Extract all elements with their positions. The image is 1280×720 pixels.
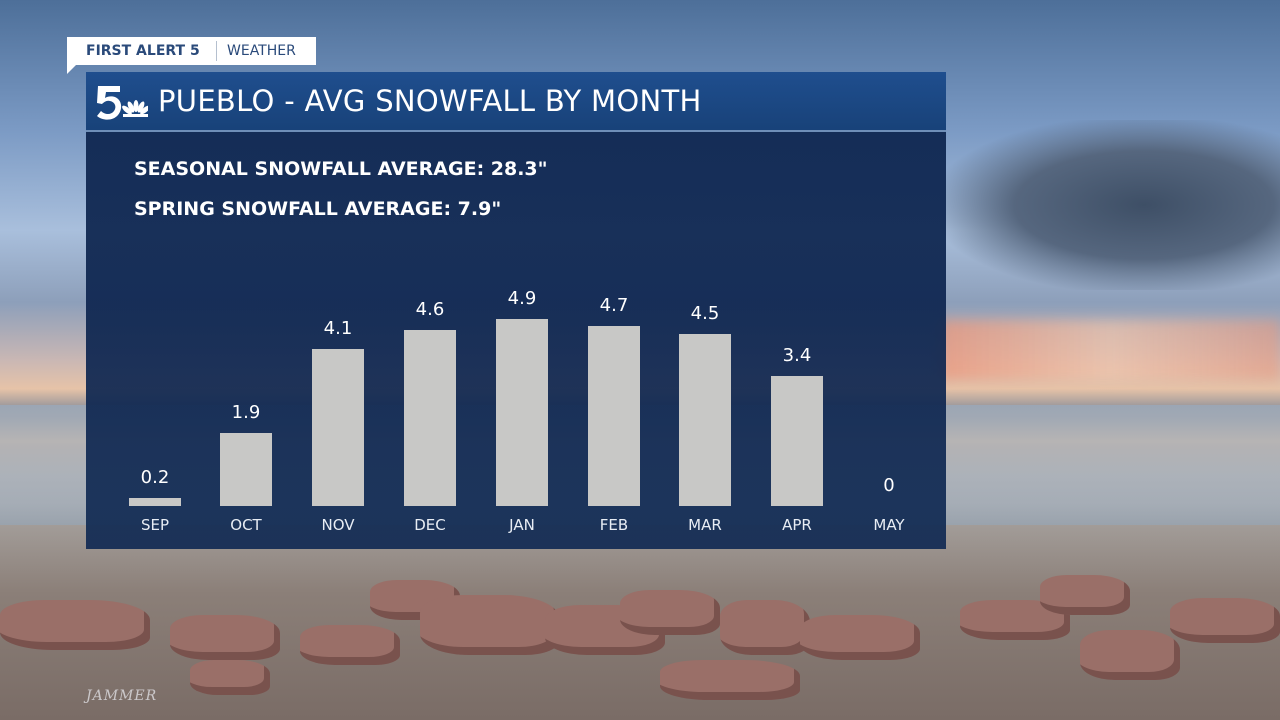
photographer-watermark: JAMMER (86, 688, 158, 704)
bar-chart: 0.2 SEP 1.9 OCT 4.1 NOV 4.6 DEC 4.9 JAN 4.7 FEB 4.5 M… (86, 72, 946, 549)
bar-value-label: 3.4 (782, 345, 812, 366)
bar-value-label: 4.7 (599, 295, 629, 316)
month-label: MAY (873, 516, 905, 534)
brand-divider (216, 41, 217, 61)
rock (720, 600, 810, 655)
month-label: MAR (688, 516, 722, 534)
brand-name: FIRST ALERT 5 (86, 43, 200, 59)
bar-value-label: 4.5 (690, 303, 720, 324)
rock (190, 660, 270, 695)
month-label: SEP (140, 516, 170, 534)
bar-value-label: 0.2 (140, 467, 170, 488)
bar (129, 498, 181, 506)
bar (588, 326, 640, 506)
bar (496, 319, 548, 506)
rock (660, 660, 800, 700)
month-label: FEB (599, 516, 629, 534)
month-label: OCT (230, 516, 262, 534)
month-label: DEC (414, 516, 446, 534)
rock (800, 615, 920, 660)
rock (620, 590, 720, 635)
bar-value-label: 4.6 (415, 299, 445, 320)
rock (1040, 575, 1130, 615)
spring-average: SPRING SNOWFALL AVERAGE: 7.9" (134, 198, 502, 220)
bar-value-label: 1.9 (231, 402, 261, 423)
background-sunset (940, 320, 1280, 380)
bar-value-label: 4.9 (507, 288, 537, 309)
panel-header: PUEBLO - AVG SNOWFALL BY MONTH (86, 72, 946, 132)
background-clouds (940, 120, 1280, 290)
seasonal-average: SEASONAL SNOWFALL AVERAGE: 28.3" (134, 158, 548, 180)
chart-title: PUEBLO - AVG SNOWFALL BY MONTH (158, 84, 702, 118)
month-label: JAN (509, 516, 535, 534)
bar (679, 334, 731, 506)
rock (1170, 598, 1280, 643)
rock (170, 615, 280, 660)
brand-tag: FIRST ALERT 5 WEATHER (67, 37, 316, 74)
bar (404, 330, 456, 506)
bar (312, 349, 364, 506)
rock (300, 625, 400, 665)
rock (420, 595, 560, 655)
bar (771, 376, 823, 506)
chart-panel: PUEBLO - AVG SNOWFALL BY MONTH SEASONAL … (86, 72, 946, 549)
rock (0, 600, 150, 650)
rock (1080, 630, 1180, 680)
month-label: NOV (321, 516, 355, 534)
bar (220, 433, 272, 506)
month-label: APR (782, 516, 812, 534)
nbc5-logo-icon (97, 86, 148, 120)
bar-value-label: 0 (883, 475, 895, 496)
brand-section: WEATHER (227, 43, 296, 59)
bar-value-label: 4.1 (323, 318, 353, 339)
